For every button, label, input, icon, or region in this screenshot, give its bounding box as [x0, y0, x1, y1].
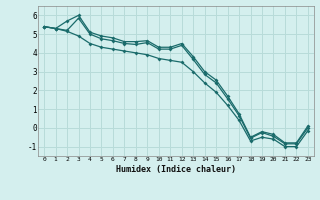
- X-axis label: Humidex (Indice chaleur): Humidex (Indice chaleur): [116, 165, 236, 174]
